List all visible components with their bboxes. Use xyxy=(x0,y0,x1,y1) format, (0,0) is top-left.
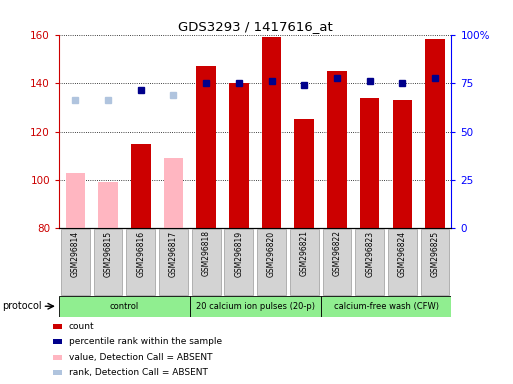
Bar xyxy=(94,229,123,295)
Bar xyxy=(192,229,221,295)
Text: count: count xyxy=(69,322,94,331)
Text: GSM296823: GSM296823 xyxy=(365,230,374,276)
Bar xyxy=(61,229,90,295)
Bar xyxy=(98,182,118,228)
Text: rank, Detection Call = ABSENT: rank, Detection Call = ABSENT xyxy=(69,368,208,377)
Bar xyxy=(321,296,451,317)
Bar xyxy=(164,158,183,228)
Bar xyxy=(262,37,281,228)
Bar xyxy=(53,370,62,375)
Bar xyxy=(131,144,150,228)
Bar xyxy=(229,83,249,228)
Text: GSM296825: GSM296825 xyxy=(430,230,440,276)
Text: 20 calcium ion pulses (20-p): 20 calcium ion pulses (20-p) xyxy=(196,302,314,311)
Bar xyxy=(53,355,62,359)
Title: GDS3293 / 1417616_at: GDS3293 / 1417616_at xyxy=(178,20,332,33)
Bar xyxy=(53,324,62,329)
Text: GSM296815: GSM296815 xyxy=(104,230,112,276)
Bar xyxy=(290,229,319,295)
Text: GSM296814: GSM296814 xyxy=(71,230,80,276)
Bar xyxy=(59,296,190,317)
Text: GSM296824: GSM296824 xyxy=(398,230,407,276)
Bar xyxy=(190,296,321,317)
Bar xyxy=(126,229,155,295)
Text: protocol: protocol xyxy=(3,301,42,311)
Bar xyxy=(392,100,412,228)
Bar xyxy=(323,229,351,295)
Bar xyxy=(360,98,380,228)
Bar xyxy=(159,229,188,295)
Text: GSM296820: GSM296820 xyxy=(267,230,276,276)
Text: GSM296816: GSM296816 xyxy=(136,230,145,276)
Bar xyxy=(327,71,347,228)
Text: GSM296817: GSM296817 xyxy=(169,230,178,276)
Text: GSM296819: GSM296819 xyxy=(234,230,243,276)
Bar xyxy=(421,229,449,295)
Text: control: control xyxy=(110,302,139,311)
Bar xyxy=(294,119,314,228)
Bar xyxy=(257,229,286,295)
Text: GSM296818: GSM296818 xyxy=(202,230,211,276)
Text: value, Detection Call = ABSENT: value, Detection Call = ABSENT xyxy=(69,353,212,362)
Bar xyxy=(53,339,62,344)
Bar xyxy=(225,229,253,295)
Text: GSM296821: GSM296821 xyxy=(300,230,309,276)
Text: calcium-free wash (CFW): calcium-free wash (CFW) xyxy=(333,302,439,311)
Text: percentile rank within the sample: percentile rank within the sample xyxy=(69,337,222,346)
Bar xyxy=(66,173,85,228)
Bar xyxy=(425,40,445,228)
Text: GSM296822: GSM296822 xyxy=(332,230,342,276)
Bar xyxy=(356,229,384,295)
Bar xyxy=(196,66,216,228)
Bar xyxy=(388,229,417,295)
